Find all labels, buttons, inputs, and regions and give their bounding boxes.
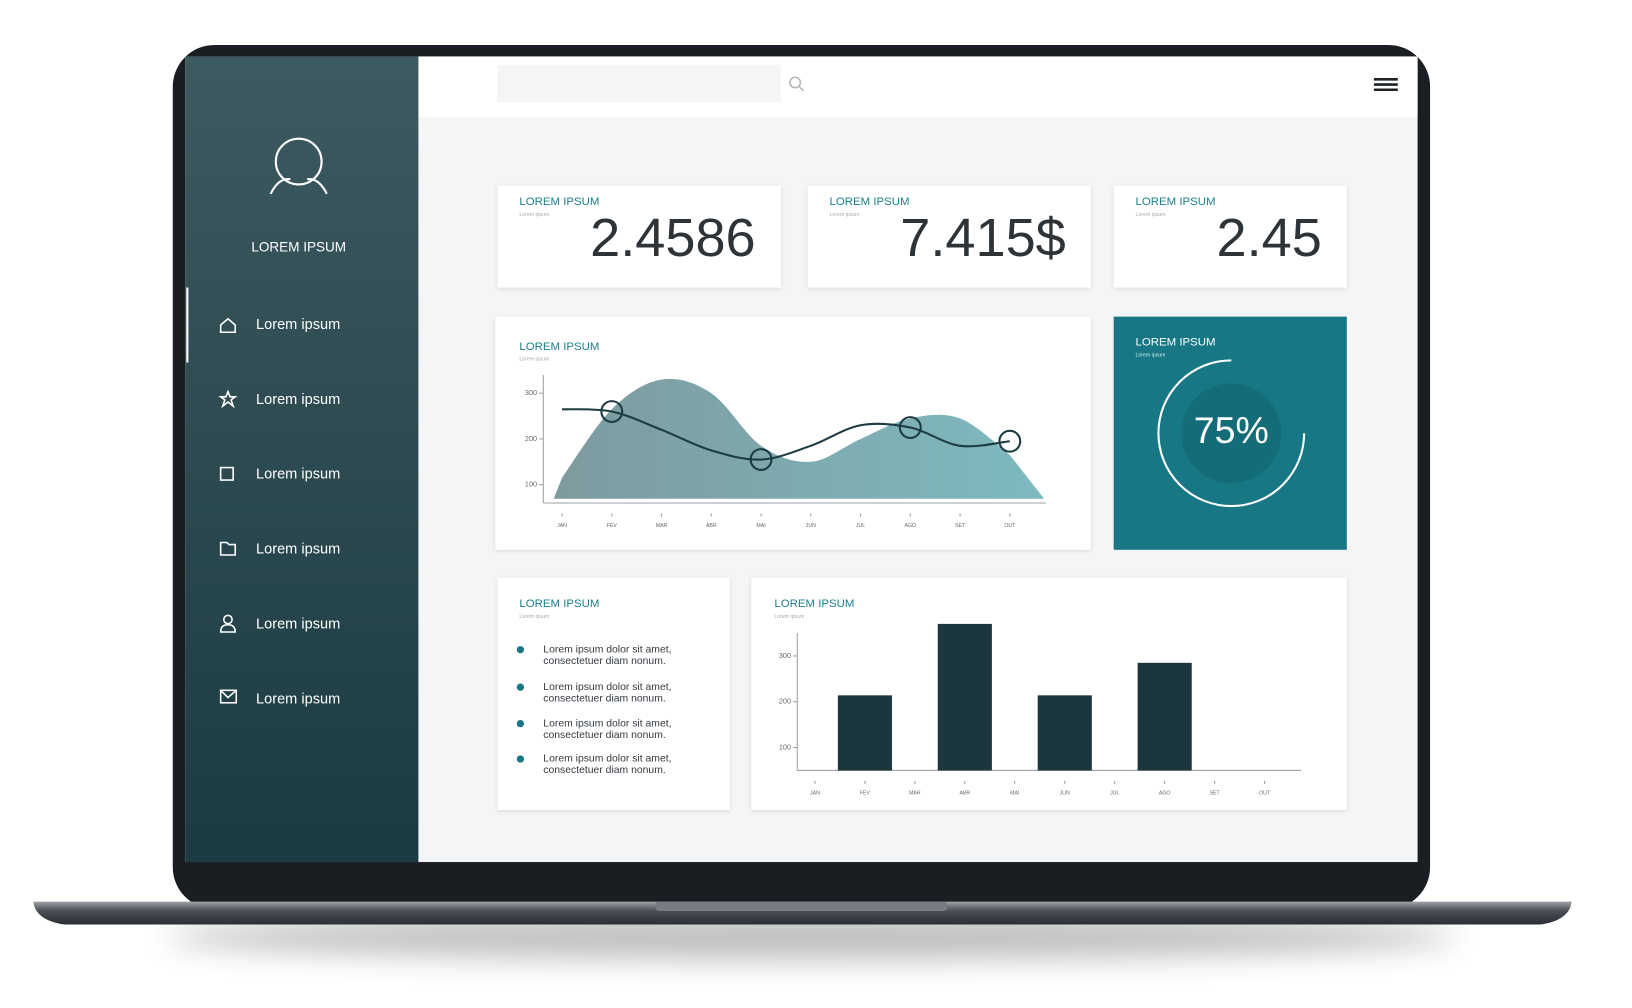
- bar: [937, 623, 992, 771]
- user-icon: [269, 137, 328, 195]
- list-text: Lorem ipsum dolor sit amet,: [543, 644, 671, 655]
- bar: [1037, 695, 1092, 771]
- chart-title: LOREM IPSUM: [519, 341, 599, 353]
- donut-inner: [1181, 383, 1282, 484]
- card-title: LOREM IPSUM: [1136, 196, 1216, 208]
- bullet: [516, 646, 525, 654]
- list-text: consectetuer diam nonum.: [543, 693, 665, 704]
- stat-card: [807, 185, 1091, 288]
- x-tick-label: ABR: [706, 523, 717, 529]
- chart-title: LOREM IPSUM: [1136, 337, 1216, 349]
- sidebar: [185, 56, 419, 863]
- x-tick-label: JUL: [856, 523, 865, 529]
- x-tick-label: MAR: [909, 791, 921, 797]
- x-tick-label: AGO: [905, 523, 917, 529]
- x-tick-label: JAN: [810, 791, 820, 797]
- nav-item[interactable]: Lorem ipsum: [256, 542, 340, 558]
- chart-subtitle: Lorem ipsum: [1136, 353, 1166, 359]
- laptop-base: [33, 901, 1572, 925]
- laptop-shadow: [166, 914, 1458, 960]
- x-tick-label: SET: [955, 523, 966, 529]
- list-text: consectetuer diam nonum.: [543, 765, 665, 776]
- list-text: Lorem ipsum dolor sit amet,: [543, 682, 671, 693]
- search-box[interactable]: [497, 64, 781, 103]
- x-tick-label: FEV: [607, 523, 618, 529]
- card-subtitle: Lorem ipsum: [1136, 212, 1166, 218]
- y-tick-label: 200: [525, 434, 537, 443]
- nav-item[interactable]: Lorem ipsum: [256, 317, 340, 333]
- y-tick-label: 300: [779, 651, 791, 660]
- laptop-notch: [655, 901, 948, 911]
- x-tick-label: JAN: [557, 523, 567, 529]
- stat-card: [1113, 185, 1347, 288]
- nav-item[interactable]: Lorem ipsum: [256, 617, 340, 633]
- donut-arc: [1157, 359, 1306, 508]
- x-tick-label: JUN: [806, 523, 816, 529]
- list-text: Lorem ipsum dolor sit amet,: [543, 718, 671, 729]
- x-tick-label: JUN: [1060, 791, 1070, 797]
- y-tick-label: 200: [779, 697, 791, 706]
- y-tick-label: 100: [525, 480, 537, 489]
- card-title: LOREM IPSUM: [519, 598, 599, 610]
- bullet: [516, 719, 525, 728]
- list-text: Lorem ipsum dolor sit amet,: [543, 754, 671, 765]
- y-tick-label: 300: [525, 388, 537, 397]
- area: [553, 378, 1045, 499]
- list-text: consectetuer diam nonum.: [543, 656, 665, 667]
- bullet: [516, 755, 525, 763]
- stat-value: 7.415$: [900, 208, 1066, 268]
- chart-card: [751, 577, 1347, 810]
- point-marker: [898, 416, 922, 439]
- list-text: consectetuer diam nonum.: [543, 730, 665, 741]
- point-marker: [998, 429, 1022, 453]
- stat-value: 2.4586: [590, 208, 756, 268]
- card-title: LOREM IPSUM: [519, 196, 599, 208]
- nav-item[interactable]: Lorem ipsum: [256, 467, 340, 483]
- card-subtitle: Lorem ipsum: [830, 212, 860, 218]
- card-subtitle: Lorem ipsum: [519, 212, 549, 218]
- x-tick-label: AGO: [1159, 791, 1171, 797]
- y-tick-label: 100: [779, 742, 791, 751]
- x-tick-label: ABR: [960, 791, 971, 797]
- donut-label: 75%: [1194, 409, 1269, 451]
- x-tick-label: MAI: [1010, 791, 1019, 797]
- stat-value: 2.45: [1217, 208, 1322, 268]
- user-name: LOREM IPSUM: [251, 240, 346, 255]
- search-icon[interactable]: [789, 76, 805, 92]
- card-title: LOREM IPSUM: [830, 196, 910, 208]
- list-card: [497, 577, 730, 810]
- nav-item[interactable]: Lorem ipsum: [256, 692, 340, 708]
- x-tick-label: OUT: [1259, 791, 1271, 797]
- chart-subtitle: Lorem ipsum: [774, 614, 804, 620]
- chart-subtitle: Lorem ipsum: [519, 357, 549, 363]
- x-tick-label: OUT: [1004, 523, 1016, 529]
- nav-icons: [218, 317, 238, 704]
- point-marker: [600, 400, 624, 423]
- stat-card: [497, 185, 781, 288]
- point-marker: [749, 448, 773, 471]
- bar: [1137, 662, 1192, 771]
- nav-item[interactable]: Lorem ipsum: [256, 392, 340, 408]
- x-tick-label: SET: [1210, 791, 1221, 797]
- bar: [837, 695, 892, 771]
- x-tick-label: JUL: [1110, 791, 1119, 797]
- chart-title: LOREM IPSUM: [774, 598, 854, 610]
- x-tick-label: MAR: [656, 523, 668, 529]
- bullet: [516, 683, 525, 691]
- x-tick-label: FEV: [860, 791, 871, 797]
- menu-icon[interactable]: [1373, 78, 1398, 92]
- card-subtitle: Lorem ipsum: [519, 614, 549, 620]
- x-tick-label: MAI: [756, 523, 765, 529]
- line: [561, 408, 1010, 461]
